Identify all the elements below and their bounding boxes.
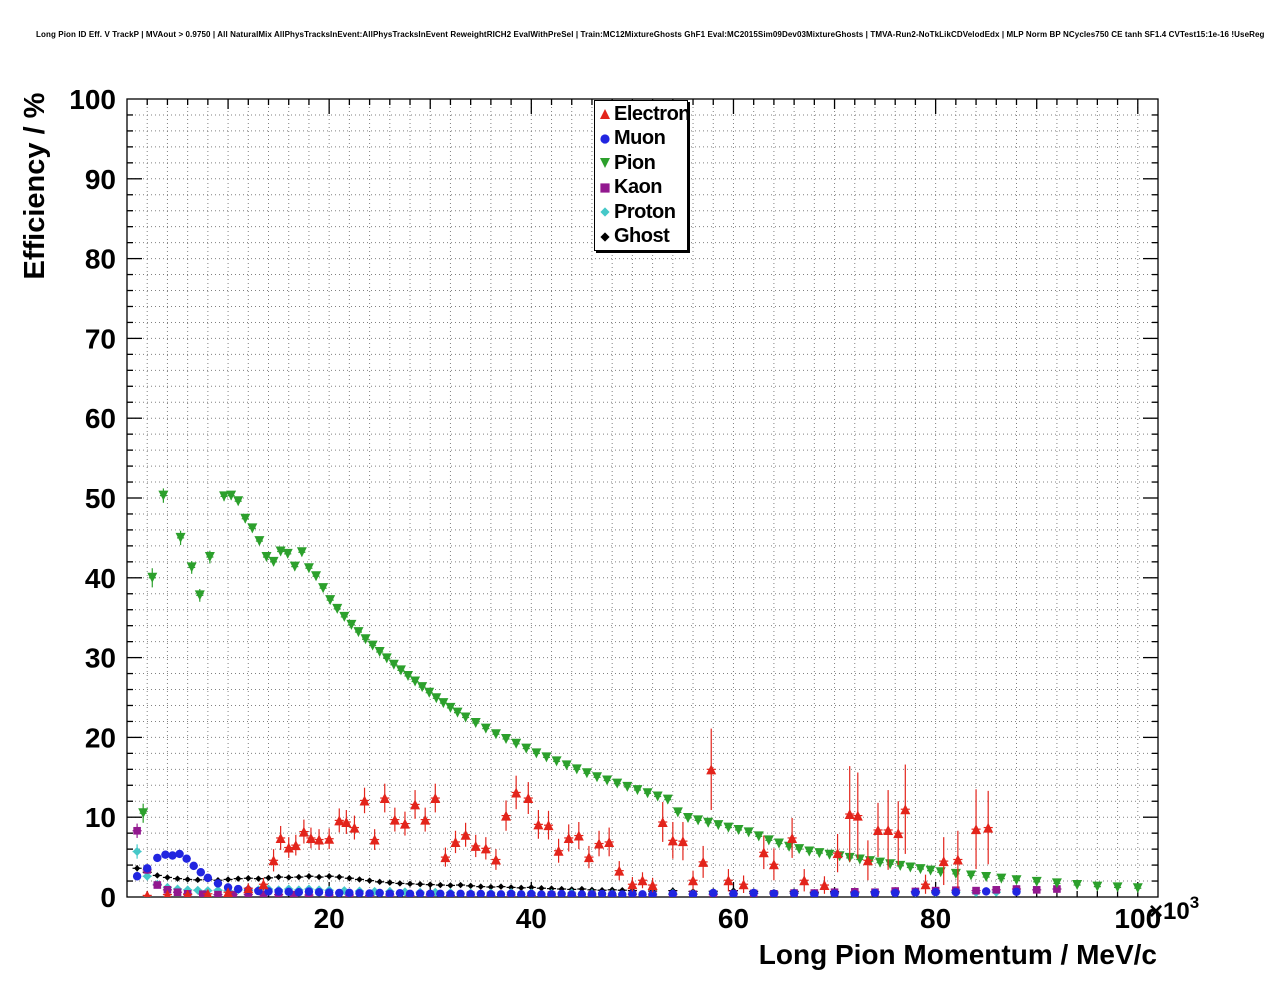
legend-entry-proton: Proton — [595, 200, 687, 225]
legend-label-kaon: Kaon — [614, 176, 663, 199]
svg-text:20: 20 — [85, 722, 116, 753]
svg-text:10: 10 — [85, 802, 116, 833]
plot-title: Long Pion ID Eff. V TrackP | MVAout > 0.… — [36, 30, 1265, 39]
svg-text:0: 0 — [100, 882, 116, 913]
svg-text:40: 40 — [85, 563, 116, 594]
svg-text:60: 60 — [718, 903, 749, 934]
legend-entry-electron: Electron — [595, 102, 691, 127]
electron-marker-icon — [600, 109, 610, 120]
svg-text:90: 90 — [85, 164, 116, 195]
svg-text:100: 100 — [69, 84, 116, 115]
axis-tick-labels: 20 40 60 80 100 0 10 20 30 40 50 60 70 80 90 100 — [69, 84, 1161, 934]
legend-label-proton: Proton — [614, 200, 676, 223]
series-pion — [138, 488, 1143, 894]
y-axis-title: Efficiency / % — [19, 92, 51, 279]
grid-layer — [127, 99, 1158, 897]
series-layer — [132, 488, 1143, 897]
legend: Electron Muon Pion Kaon Proton Ghost — [594, 100, 691, 251]
ghost-marker-icon — [600, 232, 610, 242]
svg-text:50: 50 — [85, 483, 116, 514]
svg-text:80: 80 — [920, 903, 951, 934]
svg-text:80: 80 — [85, 244, 116, 275]
legend-label-muon: Muon — [614, 127, 666, 150]
svg-text:30: 30 — [85, 643, 116, 674]
tick-layer — [127, 99, 1158, 897]
x-axis-exponent: ×103 — [1149, 893, 1199, 925]
legend-label-ghost: Ghost — [614, 225, 670, 248]
series-proton — [132, 844, 1001, 897]
x-axis-title: Long Pion Momentum / MeV/c — [759, 939, 1157, 970]
legend-label-electron: Electron — [614, 102, 691, 125]
legend-label-pion: Pion — [614, 151, 656, 174]
series-electron — [142, 728, 994, 897]
svg-text:40: 40 — [516, 903, 547, 934]
muon-marker-icon — [600, 134, 610, 144]
series-ghost — [132, 865, 941, 896]
svg-text:100: 100 — [1114, 903, 1161, 934]
legend-entry-muon: Muon — [595, 127, 687, 152]
proton-marker-icon — [600, 207, 610, 217]
legend-entry-kaon: Kaon — [595, 176, 687, 201]
kaon-marker-icon — [600, 183, 610, 193]
svg-text:70: 70 — [85, 323, 116, 354]
legend-entry-ghost: Ghost — [595, 225, 687, 250]
svg-text:20: 20 — [314, 903, 345, 934]
legend-entry-pion: Pion — [595, 151, 687, 176]
svg-text:60: 60 — [85, 403, 116, 434]
pion-marker-icon — [600, 158, 610, 169]
